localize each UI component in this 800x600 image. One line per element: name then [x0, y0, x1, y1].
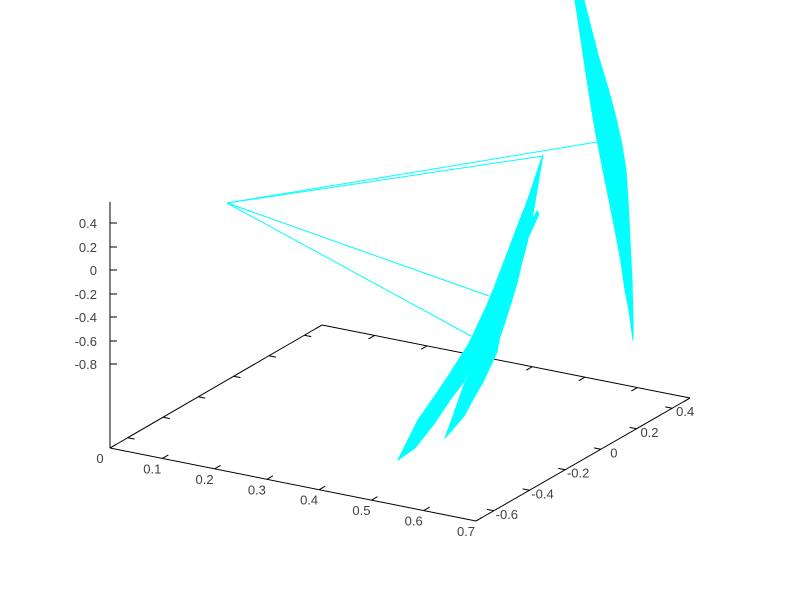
- x-tick-label: 0.2: [196, 472, 214, 487]
- y-tick-label: -0.6: [496, 507, 518, 522]
- z-tick-label: 0.2: [79, 240, 97, 255]
- base-edge-back: [321, 324, 691, 399]
- x-axis-tick: [109, 444, 117, 449]
- x-tick-label: 0.1: [143, 461, 161, 476]
- x-axis-tick: [214, 464, 221, 470]
- y-axis-edge: [475, 397, 691, 522]
- y-tick-label: -0.4: [531, 486, 553, 501]
- x-axis-mirror-tick: [315, 324, 323, 329]
- x-axis-tick: [475, 517, 483, 522]
- z-tick-label: 0: [90, 263, 97, 278]
- y-tick-label: 0.2: [640, 425, 658, 440]
- z-tick-label: -0.2: [75, 287, 97, 302]
- x-axis-tick: [162, 454, 169, 459]
- z-tick-label: 0.4: [79, 216, 97, 231]
- x-axis-tick: [318, 485, 326, 491]
- x-axis-mirror-tick: [683, 397, 691, 402]
- x-tick-label: 0.7: [457, 524, 475, 539]
- surface-mesh-line: [226, 141, 598, 204]
- y-axis-mirror-tick: [162, 416, 170, 420]
- x-axis-mirror-tick: [525, 366, 533, 371]
- y-axis-mirror-tick: [233, 375, 241, 379]
- z-tick-label: -0.6: [75, 334, 97, 349]
- surface-mesh-line: [226, 155, 544, 204]
- x-tick-label: 0: [96, 451, 103, 466]
- x-tick-label: 0.6: [405, 514, 423, 529]
- x-axis-mirror-tick: [578, 376, 586, 382]
- y-tick-label: -0.2: [567, 466, 589, 481]
- x-axis-mirror-tick: [368, 334, 375, 340]
- z-tick-label: -0.8: [75, 357, 97, 372]
- x-axis-edge: [109, 447, 477, 522]
- surface-mesh-line: [226, 202, 472, 337]
- y-axis-tick: [522, 488, 530, 491]
- y-axis-tick: [665, 406, 673, 409]
- x-axis-tick: [423, 506, 431, 512]
- z-tick-label: -0.4: [75, 310, 97, 325]
- y-axis-tick: [629, 426, 637, 430]
- y-tick-label: 0: [610, 445, 617, 460]
- y-axis-mirror-tick: [304, 334, 312, 338]
- x-tick-label: 0.4: [300, 493, 318, 508]
- y-tick-label: 0.4: [676, 404, 694, 419]
- y-axis-mirror-tick: [268, 355, 276, 358]
- y-axis-mirror-tick: [127, 437, 135, 440]
- x-axis-mirror-tick: [420, 345, 428, 350]
- surface-mesh-line: [226, 202, 490, 297]
- base-edge-left: [109, 324, 323, 449]
- surface-patch-center-sliver: [397, 154, 544, 461]
- surface-patch-spur: [523, 210, 540, 239]
- x-tick-label: 0.5: [352, 503, 370, 518]
- x-axis-tick: [266, 475, 274, 480]
- surface-patch-right-sliver: [574, 0, 634, 341]
- y-axis-mirror-tick: [198, 396, 206, 399]
- x-axis-mirror-tick: [631, 387, 638, 392]
- x-axis-tick: [371, 496, 378, 501]
- y-axis-tick: [593, 447, 601, 450]
- y-axis-tick: [486, 508, 494, 512]
- y-axis-tick: [558, 467, 566, 471]
- x-tick-label: 0.3: [248, 482, 266, 497]
